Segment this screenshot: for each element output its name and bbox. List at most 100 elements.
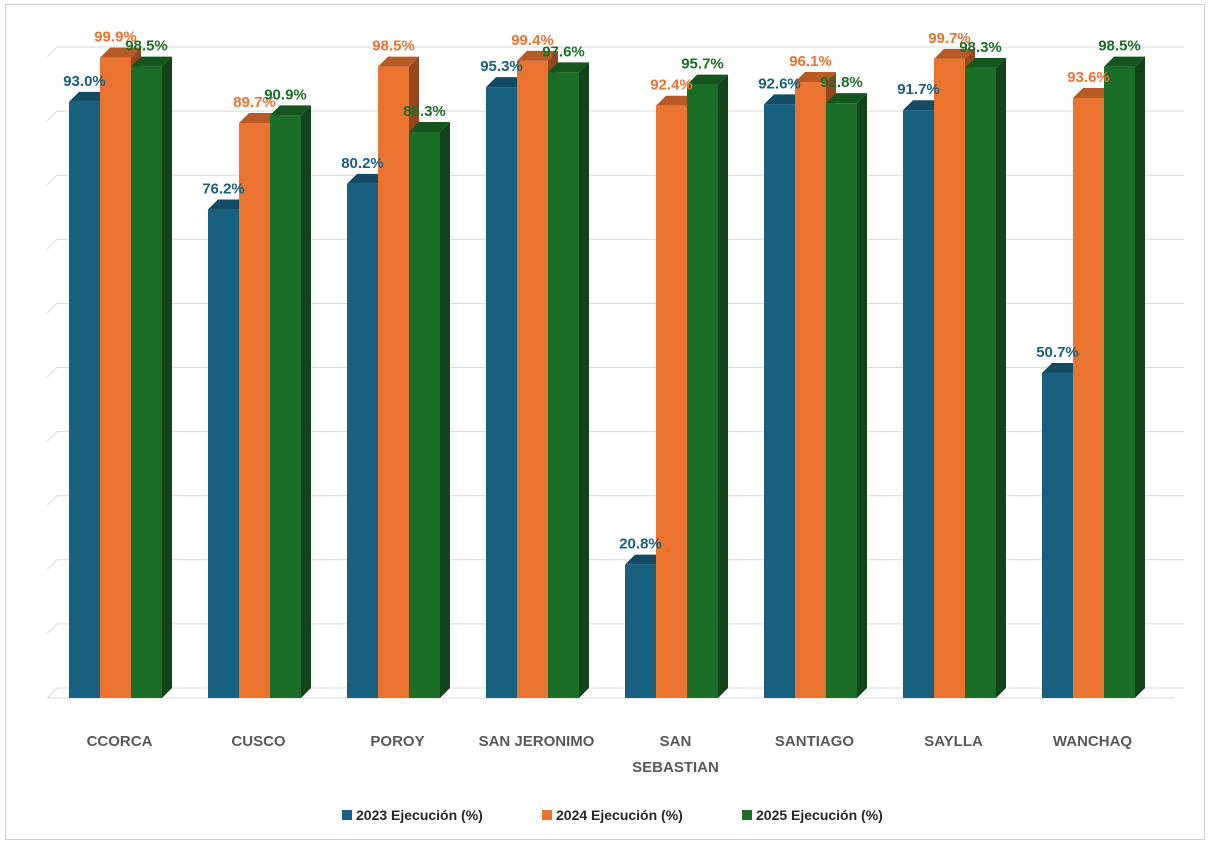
bar-face [548, 72, 579, 698]
gridline-depth [46, 495, 58, 507]
bar-side [301, 105, 311, 699]
bar-face [208, 209, 239, 699]
bar-top [625, 554, 666, 565]
bar-face [239, 123, 270, 698]
data-label: 98.5% [372, 38, 415, 55]
data-label: 20.8% [619, 536, 662, 553]
chart-frame: 93.0% 76.2% 80.2% 95.3% 20.8% 92.6% 91.7% 50.7%… [5, 4, 1205, 840]
bar [131, 56, 172, 699]
bar [687, 74, 728, 699]
bar-face [687, 84, 718, 699]
data-label: 50.7% [1036, 344, 1079, 361]
bar-top [1073, 88, 1114, 99]
data-label: 99.9% [94, 29, 137, 46]
bar [270, 105, 311, 699]
bar-face [486, 87, 517, 698]
bar-top [69, 91, 110, 102]
bar-top [270, 105, 311, 116]
data-label: 98.3% [959, 39, 1002, 56]
legend-item: 2024 Ejecución (%) [542, 807, 683, 823]
bar-top [965, 57, 1006, 68]
data-label: 98.5% [1098, 38, 1141, 55]
category-axis: CCORCA CUSCO POROY SAN JERONIMO SAN SEBASTIAN… [87, 733, 1133, 776]
bar-top [131, 56, 172, 67]
bar-face [934, 58, 965, 699]
bar-top [1042, 363, 1083, 374]
bar-top [656, 95, 697, 106]
gridline-depth [46, 110, 58, 122]
bar-top [687, 74, 728, 85]
gridline-depth [46, 431, 58, 442]
data-label: 93.6% [1067, 69, 1110, 86]
bar-face [270, 115, 301, 699]
bar-face [656, 105, 687, 698]
bar-face [1073, 98, 1104, 699]
bar-top [826, 93, 867, 104]
legend-swatch [342, 810, 352, 820]
bar-side [579, 62, 589, 699]
legend-item: 2025 Ejecución (%) [742, 807, 883, 823]
bar-top [239, 113, 280, 124]
bar-top [208, 199, 249, 210]
bar-top [795, 71, 836, 82]
bar-top [903, 100, 944, 111]
bar-top [517, 50, 558, 61]
legend-item: 2023 Ejecución (%) [342, 807, 483, 823]
bar-top [378, 56, 419, 67]
data-label: 98.5% [125, 38, 168, 55]
gridline-depth [46, 367, 58, 378]
bar-face [795, 81, 826, 698]
bar-side [996, 57, 1006, 699]
bar-face [100, 57, 131, 699]
bar-face [409, 131, 440, 698]
bar-side [857, 93, 867, 699]
data-label: 95.3% [480, 58, 523, 75]
bars [69, 47, 1145, 699]
data-label: 93.0% [63, 73, 106, 90]
bar-top [100, 47, 141, 58]
category-label: SAYLLA [924, 733, 983, 750]
bar [548, 62, 589, 699]
data-label: 97.6% [542, 43, 585, 60]
bar-face [903, 110, 934, 698]
bar-face [764, 104, 795, 698]
bar-top [409, 121, 450, 132]
bar-face [826, 103, 857, 699]
category-label: WANCHAQ [1053, 733, 1132, 750]
bar-side [718, 74, 728, 699]
legend-swatch [742, 810, 752, 820]
legend-label: 2025 Ejecución (%) [756, 807, 883, 823]
bar [826, 93, 867, 699]
legend: 2023 Ejecución (%) 2024 Ejecución (%) 2025… [342, 807, 883, 823]
bar [409, 121, 450, 698]
data-label: 80.2% [341, 155, 384, 172]
gridline-depth [46, 174, 58, 186]
bar-face [1104, 66, 1135, 699]
data-label: 90.9% [264, 86, 307, 103]
gridline-depth [46, 687, 58, 699]
bar-top [548, 62, 589, 73]
legend-swatch [542, 810, 552, 820]
bar-face [1042, 373, 1073, 698]
gridline-depth [46, 303, 58, 314]
bar-side [162, 56, 172, 699]
bar-face [69, 101, 100, 699]
category-label: SAN JERONIMO [479, 733, 595, 750]
bar-face [517, 60, 548, 698]
data-label: 91.7% [897, 81, 940, 98]
bar-face [347, 183, 378, 699]
bar-top [486, 77, 527, 88]
data-label: 99.7% [928, 30, 971, 47]
bar-top [934, 48, 975, 59]
category-label: SANTIAGO [775, 733, 855, 750]
bar [965, 57, 1006, 699]
data-label: 96.1% [789, 53, 832, 70]
category-label: CUSCO [231, 733, 286, 750]
bar-face [625, 564, 656, 698]
gridline-depth [46, 623, 58, 635]
gridline-depth [46, 46, 58, 58]
bar-side [440, 121, 450, 698]
bar [1104, 56, 1145, 699]
bar-face [965, 67, 996, 699]
legend-label: 2023 Ejecución (%) [356, 807, 483, 823]
